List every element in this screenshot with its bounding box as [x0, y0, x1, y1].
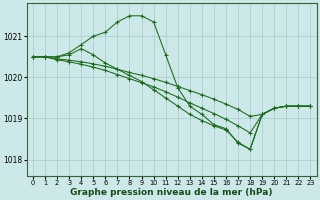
X-axis label: Graphe pression niveau de la mer (hPa): Graphe pression niveau de la mer (hPa)	[70, 188, 273, 197]
